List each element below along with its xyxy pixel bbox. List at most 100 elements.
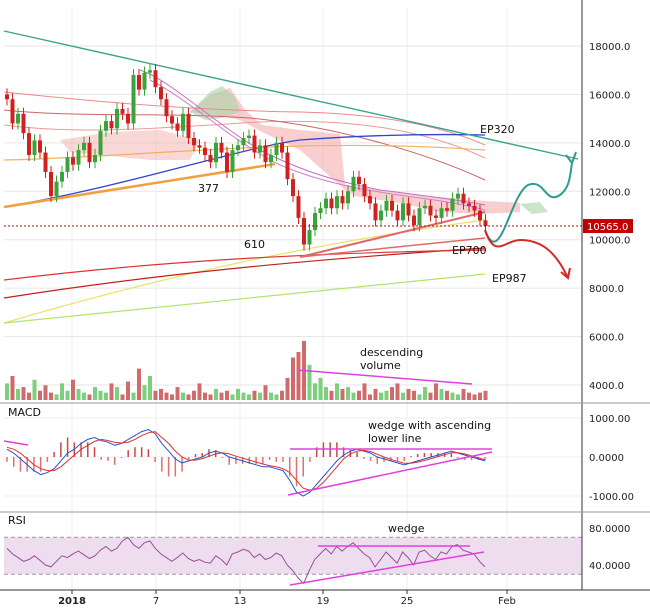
candle-body (170, 116, 174, 124)
candle-body (296, 196, 301, 218)
trendline-upper (3, 30, 579, 160)
macd-tick-label: 1000.00 (589, 414, 630, 425)
price-tick-label: 10000.0 (589, 236, 630, 247)
candle-body (82, 142, 86, 151)
ma-line (3, 109, 486, 181)
volume-bar (175, 387, 180, 400)
candle-body (54, 181, 59, 197)
cloud-bullish-future (520, 202, 548, 214)
volume-bar (456, 394, 460, 400)
ma-purple (149, 79, 486, 211)
volume-bar (87, 394, 92, 400)
candle-body (401, 203, 405, 221)
volume-bar (230, 394, 235, 400)
volume-bar (236, 388, 240, 400)
candle-body (472, 205, 477, 211)
price-tick-label: 16000.0 (589, 90, 630, 101)
candle-body (65, 157, 70, 172)
candle-body (324, 198, 328, 209)
candle-body (423, 205, 427, 209)
candle-body (10, 99, 15, 124)
candle-body (434, 215, 438, 218)
candle-body (445, 208, 449, 211)
volume-bar (318, 377, 323, 400)
time-axis: 2018 7 13 19 25 Feb (58, 596, 516, 607)
candle-body (5, 94, 9, 100)
candle-body (203, 147, 207, 155)
volume-bar (263, 385, 268, 400)
volume-bar (115, 387, 119, 400)
volume-bar (450, 392, 455, 400)
candle-body (384, 200, 389, 211)
volume-bar (368, 394, 372, 400)
volume-bar (38, 390, 42, 400)
volume-bar (252, 390, 257, 400)
candle-body (307, 230, 312, 245)
volume-bar (104, 392, 108, 400)
volume-bar (280, 390, 284, 400)
volume-bar (153, 390, 158, 400)
candle-body (208, 154, 213, 163)
candle-body (313, 213, 317, 231)
candle-body (351, 176, 356, 192)
candle-body (346, 191, 350, 204)
price-tick-label: 4000.0 (589, 381, 624, 392)
price-annotation: EP700 (452, 244, 487, 257)
candle-body (302, 217, 306, 245)
volume-bar (27, 392, 31, 400)
candle-body (142, 72, 147, 90)
ma-line (3, 120, 486, 159)
volume-bar (93, 387, 97, 400)
volume-bar (269, 392, 273, 400)
ma-200 (3, 133, 486, 208)
projection-arrows (484, 151, 577, 280)
volume-bar (351, 392, 356, 400)
volume-bar (60, 383, 64, 400)
price-tick-label: 12000.0 (589, 187, 630, 198)
ma-lime (3, 273, 486, 324)
price-panel: 4000.0 6000.0 8000.0 10000.0 12000.0 14000.0 1… (3, 8, 633, 590)
rsi-panel: RSI 40.0000 80.0000 wedge (4, 514, 630, 586)
candlesticks (5, 64, 488, 251)
candle-body (478, 210, 482, 221)
cloud-bullish (190, 86, 240, 120)
candle-body (76, 150, 81, 165)
rsi-title: RSI (8, 514, 26, 527)
volume-bar (467, 392, 471, 400)
macd-panel: MACD -1000.00 0.0000 1000.00 wedge with asce… (3, 406, 634, 503)
volume-bar (16, 388, 20, 400)
last-price-box (583, 219, 633, 234)
volume-bar (225, 390, 229, 400)
price-annotation: EP320 (480, 123, 515, 136)
ma-line (3, 91, 486, 146)
volume-bar (219, 392, 224, 400)
candle-body (461, 193, 466, 204)
price-tick-label: 18000.0 (589, 42, 630, 53)
x-tick-label: 25 (401, 596, 414, 607)
volume-bar (423, 387, 427, 400)
volume-bar (98, 390, 103, 400)
macd-tick-label: 0.0000 (589, 453, 624, 464)
volume-bar (434, 383, 438, 400)
candle-body (395, 210, 400, 221)
volume-bar (54, 394, 59, 400)
candle-body (373, 203, 378, 221)
candle-body (241, 138, 246, 146)
ma-red-long (3, 247, 486, 299)
bearish-projection (484, 229, 569, 279)
volume-bar (181, 392, 185, 400)
macd-early-line (3, 440, 29, 446)
volume-bar (346, 387, 350, 400)
rsi-chart: RSI 40.0000 80.0000 wedge (4, 514, 630, 586)
candle-body (131, 75, 136, 124)
candle-body (164, 99, 169, 117)
volume-bar (32, 379, 37, 400)
x-tick-label: Feb (498, 596, 516, 607)
candle-body (109, 121, 114, 129)
price-annotation: EP987 (492, 272, 527, 285)
volume-bars: descending volume (5, 340, 488, 400)
price-annotations: 377 610 EP320 EP700 EP987 (198, 123, 527, 285)
volume-bar (258, 392, 262, 400)
candle-body (126, 113, 130, 124)
candle-body (368, 196, 372, 204)
